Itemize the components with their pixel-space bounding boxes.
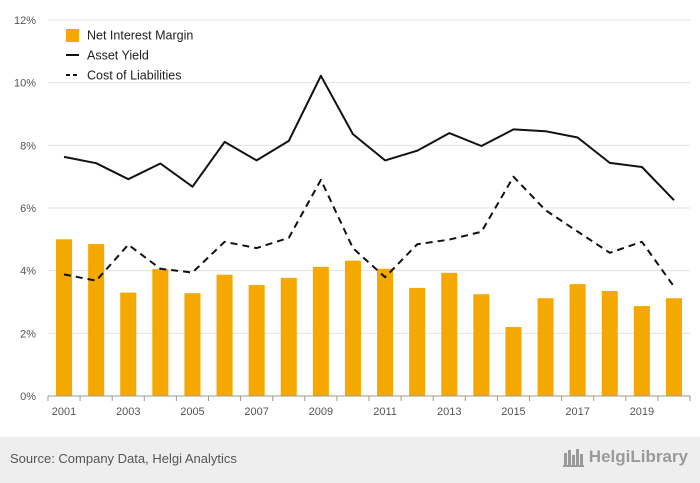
x-tick-label: 2003 [116,406,140,418]
y-tick-label: 6% [20,203,36,215]
bar [409,287,426,396]
chart: 0% 2% 4% 6% 8% 10% 12% 2001 2003 2005 2007 2009 201… [14,15,691,418]
x-tick-label: 2007 [244,406,268,418]
bar [152,269,169,396]
x-axis: 2001 2003 2005 2007 2009 2011 2013 2015 2017 2019 [47,395,691,418]
gridlines [48,19,690,334]
bar [248,285,265,396]
bar [569,284,586,396]
bar [280,277,297,396]
bar [312,266,329,396]
bar [56,239,73,396]
y-tick-label: 4% [20,266,36,278]
bar [601,291,618,396]
y-tick-label: 12% [14,15,36,27]
x-tick-label: 2013 [437,406,461,418]
bar [473,294,490,396]
bar-series-net-interest-margin [56,239,682,396]
legend-item: Cost of Liabilities [66,69,182,83]
y-axis-ticks: 0% 2% 4% 6% 8% 10% 12% [14,15,36,403]
source-note: Source: Company Data, Helgi Analytics [10,451,237,466]
line-asset-yield [63,74,675,201]
y-tick-label: 2% [20,328,36,340]
x-tick-label: 2011 [373,406,397,418]
x-tick-label: 2017 [565,406,589,418]
bar [505,327,522,396]
bar [216,274,233,396]
library-icon [562,449,584,467]
bar [377,268,394,396]
x-tick-label: 2009 [309,406,333,418]
legend: Net Interest Margin Asset Yield Cost of Li… [66,29,193,83]
x-tick-label: 2019 [630,406,654,418]
bar [120,292,137,396]
x-tick-label: 2001 [52,406,76,418]
bar [88,244,105,396]
line-series [63,74,675,288]
y-tick-label: 0% [20,391,36,403]
legend-item: Net Interest Margin [66,29,193,43]
footer: Source: Company Data, Helgi Analytics He… [0,437,700,483]
x-tick-label: 2015 [501,406,525,418]
y-tick-label: 10% [14,78,36,90]
y-tick-label: 8% [20,140,36,152]
bar [537,298,554,396]
bar [344,260,361,396]
line-cost-of-liabilities [63,175,675,288]
bar [184,293,201,396]
brand-name: HelgiLibrary [588,447,688,466]
brand-logo: HelgiLibrary [562,447,688,467]
bar [665,298,682,396]
legend-label: Cost of Liabilities [87,69,182,83]
bar [441,272,458,396]
x-tick-label: 2005 [180,406,204,418]
legend-label: Asset Yield [87,49,149,63]
legend-swatch [66,29,79,42]
legend-label: Net Interest Margin [87,29,193,43]
bar [633,306,650,396]
legend-item: Asset Yield [66,49,149,63]
